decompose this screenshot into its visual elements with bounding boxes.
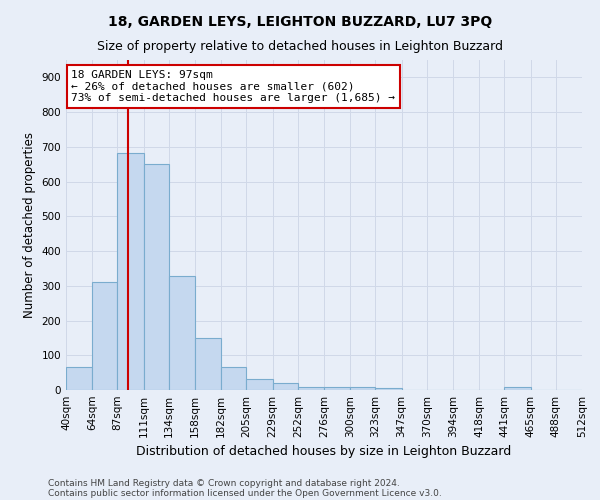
Bar [66, 368, 92, 390]
Text: 18, GARDEN LEYS, LEIGHTON BUZZARD, LU7 3PQ: 18, GARDEN LEYS, LEIGHTON BUZZARD, LU7 3… [108, 15, 492, 29]
X-axis label: Distribution of detached houses by size in Leighton Buzzard: Distribution of detached houses by size … [136, 446, 512, 458]
Bar [92, 282, 118, 390]
Text: 18 GARDEN LEYS: 97sqm
← 26% of detached houses are smaller (602)
73% of semi-det: 18 GARDEN LEYS: 97sqm ← 26% of detached … [71, 70, 395, 103]
Bar [247, 378, 272, 390]
Bar [169, 276, 195, 390]
Y-axis label: Number of detached properties: Number of detached properties [23, 132, 36, 318]
Bar [195, 338, 221, 390]
Bar [118, 152, 143, 390]
Bar [298, 386, 324, 390]
Bar [272, 383, 298, 390]
Text: Contains public sector information licensed under the Open Government Licence v3: Contains public sector information licen… [48, 488, 442, 498]
Bar [143, 164, 169, 390]
Text: Contains HM Land Registry data © Crown copyright and database right 2024.: Contains HM Land Registry data © Crown c… [48, 478, 400, 488]
Bar [505, 386, 530, 390]
Bar [350, 386, 376, 390]
Bar [324, 386, 350, 390]
Bar [221, 368, 247, 390]
Text: Size of property relative to detached houses in Leighton Buzzard: Size of property relative to detached ho… [97, 40, 503, 53]
Bar [376, 388, 401, 390]
